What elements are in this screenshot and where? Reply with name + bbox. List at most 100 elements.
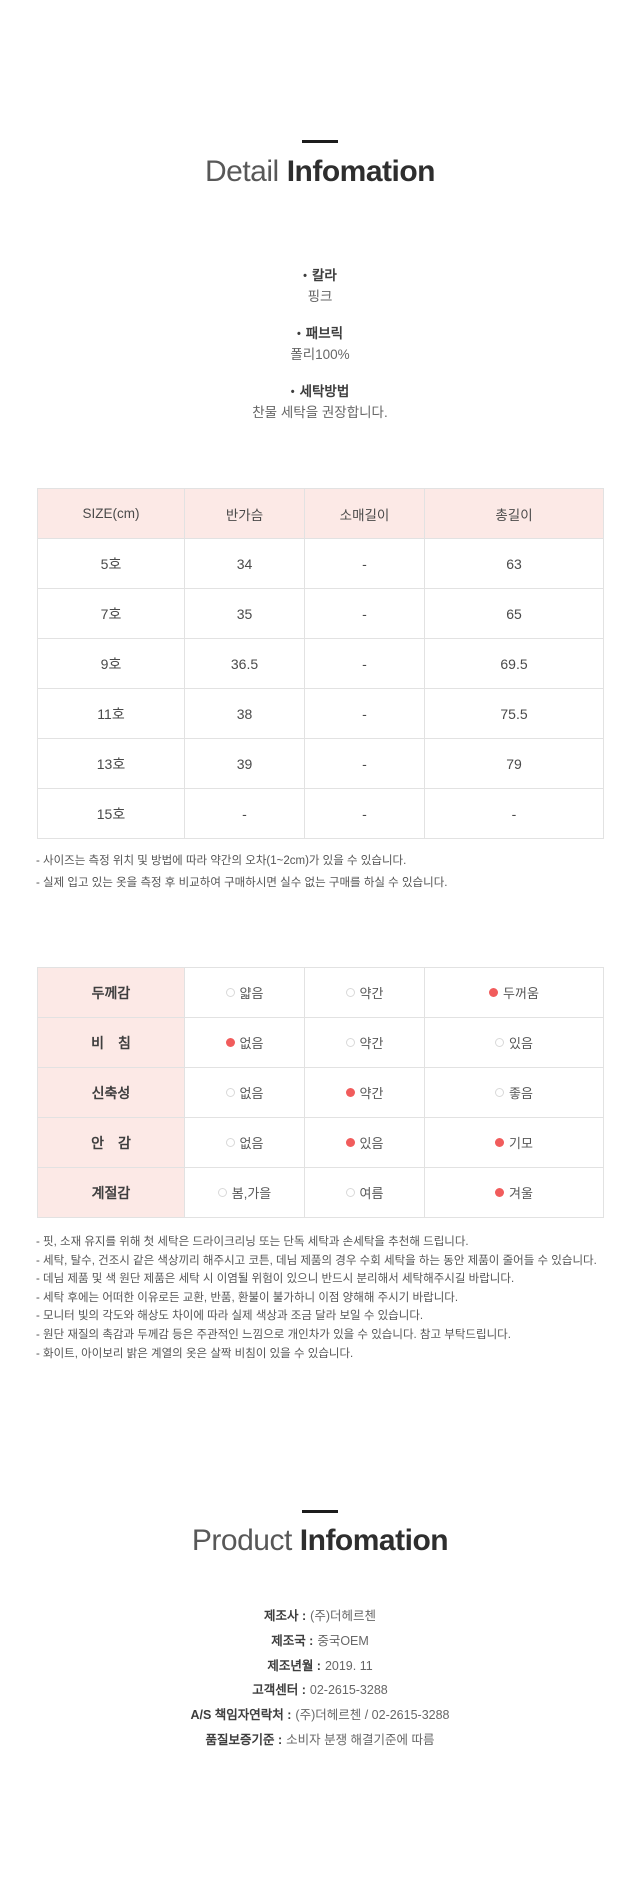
unselected-dot-icon — [225, 1088, 235, 1097]
size-note-line: - 사이즈는 측정 위치 및 방법에 따라 약간의 오차(1~2cm)가 있을 … — [36, 855, 407, 867]
unselected-dot-icon — [345, 1188, 355, 1197]
attribute-label-text: 세탁방법 — [299, 384, 350, 399]
attribute-value: 폴리100% — [290, 347, 350, 362]
size-table-row: 13호 39-79 — [37, 738, 604, 789]
care-note-line: - 핏, 소재 유지를 위해 첫 세탁은 드라이크리닝 또는 단독 세탁과 손세… — [36, 1236, 469, 1248]
product-info-label: 제조년월 : — [267, 1658, 321, 1673]
size-notes: - 사이즈는 측정 위치 및 방법에 따라 약간의 오차(1~2cm)가 있을 … — [36, 851, 447, 894]
fabric-property-label: 신축성 — [37, 1067, 185, 1118]
size-name-cell: 13호 — [37, 738, 185, 789]
size-value-cell: - — [184, 788, 305, 839]
detail-section-title: Detail Infomation — [0, 155, 640, 189]
size-value-cell: 34 — [184, 538, 305, 589]
fabric-option-text: 없음 — [239, 1036, 264, 1051]
product-info-line: 고객센터 :02-2615-3288 — [0, 1678, 640, 1703]
fabric-table-row: 계절감 봄,가을 여름 겨울 — [37, 1167, 604, 1218]
care-note-line: - 화이트, 아이보리 밝은 계열의 옷은 살짝 비침이 있을 수 있습니다. — [36, 1347, 354, 1360]
fabric-option: 있음 — [305, 1133, 424, 1152]
fabric-option-text: 두꺼움 — [503, 986, 539, 1001]
product-attributes: • 칼라 핑크 • 패브릭 폴리100% • 세탁방법 찬물 세탁을 권장합니다. — [0, 266, 640, 440]
bullet-dot-icon: • — [290, 386, 295, 398]
fabric-property-label: 계절감 — [37, 1167, 185, 1218]
size-table-row: 7호 35-65 — [37, 588, 604, 639]
product-info-label: 제조사 : — [264, 1609, 307, 1623]
fabric-option-cell: 약간 — [304, 1017, 425, 1068]
fabric-option-text: 있음 — [509, 1036, 533, 1051]
size-value-cell: 65 — [424, 588, 604, 639]
fabric-option-text: 약간 — [359, 1036, 384, 1051]
product-info-value: (주)더헤르첸 — [310, 1609, 376, 1623]
fabric-option-text: 좋음 — [509, 1086, 533, 1101]
care-note-line: - 세탁 후에는 어떠한 이유로든 교환, 반품, 환불이 불가하니 이점 양해… — [36, 1291, 459, 1304]
size-name-cell: 5호 — [37, 538, 185, 589]
fabric-option-text: 약간 — [359, 986, 384, 1001]
size-value-cell: - — [304, 688, 425, 739]
selected-dot-icon — [345, 1138, 355, 1147]
fabric-option: 얇음 — [185, 983, 304, 1002]
fabric-option: 약간 — [305, 1083, 424, 1102]
selected-dot-icon — [225, 1038, 235, 1047]
fabric-option: 약간 — [305, 1033, 424, 1052]
fabric-option-cell: 있음 — [424, 1017, 604, 1068]
size-value-cell: 79 — [424, 738, 604, 789]
product-section-divider — [302, 1510, 338, 1513]
size-value-cell: 36.5 — [184, 638, 305, 689]
size-table-row: 11호 38-75.5 — [37, 688, 604, 739]
fabric-option-cell: 두꺼움 — [424, 967, 604, 1018]
selected-dot-icon — [495, 1138, 505, 1147]
size-table-header-row: SIZE(cm) 반가슴 소매길이 총길이 — [37, 488, 604, 539]
product-info-line: A/S 책임자연락처 : (주)더헤르첸 / 02-2615-3288 — [0, 1703, 640, 1728]
product-title-light: Product — [191, 1524, 292, 1557]
size-name-cell: 9호 — [37, 638, 185, 689]
size-table-row: 5호 34-63 — [37, 538, 604, 589]
product-info-value: (주)더헤르첸 / 02-2615-3288 — [295, 1708, 450, 1723]
fabric-property-label: 두께감 — [37, 967, 185, 1018]
size-column-header: 총길이 — [424, 488, 604, 539]
attribute-label: • 칼라 — [0, 266, 640, 287]
fabric-option-cell: 겨울 — [424, 1167, 604, 1218]
size-value-cell: - — [304, 538, 425, 589]
fabric-table: 두께감 얇음 약간 두꺼움 비 침 없음 약간 있음 신축성 없음 약간 좋음 안 감 없음 있음 기모 계절감… — [37, 967, 604, 1218]
size-value-cell: 69.5 — [424, 638, 604, 689]
size-table-row: 15호 - - - — [37, 788, 604, 839]
attribute-value: 핑크 — [307, 289, 333, 304]
size-value-cell: - — [304, 738, 425, 789]
bullet-dot-icon: • — [296, 328, 301, 340]
unselected-dot-icon — [225, 1138, 235, 1147]
fabric-option: 기모 — [425, 1133, 603, 1152]
care-note-line: - 데님 제품 및 색 원단 제품은 세탁 시 이염될 위험이 있으니 반드시 … — [36, 1273, 515, 1286]
product-info-line: 품질보증기준 : 소비자 분쟁 해결기준에 따름 — [0, 1728, 640, 1753]
care-note-line: - 세탁, 탈수, 건조시 같은 색상끼리 해주시고 코튼, 데님 제품의 경우… — [36, 1254, 597, 1267]
product-info-line: 제조사 : (주)더헤르첸 — [0, 1604, 640, 1629]
detail-title-bold: Infomation — [286, 155, 436, 188]
product-info-label: A/S 책임자연락처 : — [190, 1708, 292, 1723]
fabric-option-text: 있음 — [359, 1136, 384, 1151]
fabric-option-text: 없음 — [239, 1086, 264, 1101]
fabric-option-text: 없음 — [239, 1136, 264, 1151]
fabric-option: 있음 — [425, 1033, 603, 1052]
fabric-option-text: 얇음 — [239, 986, 264, 1001]
fabric-option: 약간 — [305, 983, 424, 1002]
fabric-option-text: 여름 — [359, 1186, 384, 1201]
fabric-option-cell: 기모 — [424, 1117, 604, 1168]
fabric-option-cell: 얇음 — [184, 967, 305, 1018]
fabric-option-cell: 있음 — [304, 1117, 425, 1168]
size-value-cell: - — [304, 588, 425, 639]
fabric-option-cell: 없음 — [184, 1117, 305, 1168]
selected-dot-icon — [489, 988, 499, 997]
detail-section-divider — [302, 140, 338, 143]
fabric-property-label: 비 침 — [37, 1017, 185, 1068]
unselected-dot-icon — [495, 1038, 505, 1047]
fabric-table-row: 두께감 얇음 약간 두꺼움 — [37, 967, 604, 1018]
product-info-line: 제조국 : 중국OEM — [0, 1629, 640, 1654]
unselected-dot-icon — [217, 1188, 227, 1197]
fabric-property-label: 안 감 — [37, 1117, 185, 1168]
bullet-dot-icon: • — [303, 270, 307, 282]
attribute-label: • 세탁방법 — [0, 382, 640, 403]
size-column-header: SIZE(cm) — [37, 488, 185, 539]
size-value-cell: - — [304, 638, 425, 689]
size-value-cell: 39 — [184, 738, 305, 789]
fabric-option-text: 겨울 — [509, 1186, 533, 1201]
product-info-label: 제조국 : — [271, 1633, 314, 1648]
